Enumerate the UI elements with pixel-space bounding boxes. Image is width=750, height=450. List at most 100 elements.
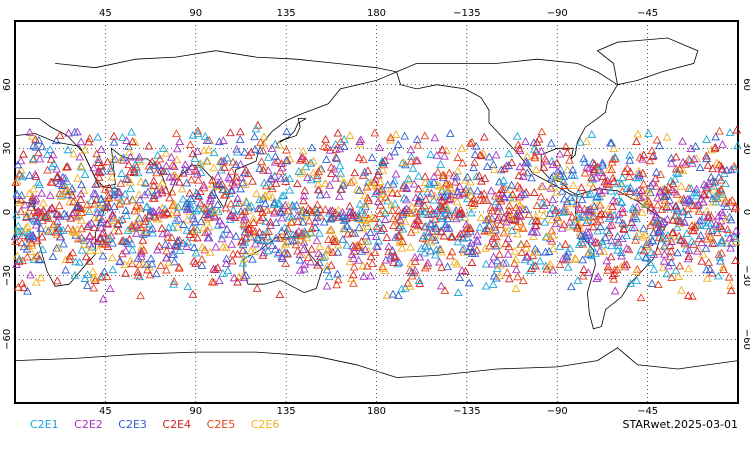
observation-marker	[400, 131, 410, 140]
observation-marker	[179, 220, 188, 228]
observation-marker	[366, 252, 376, 261]
observation-marker	[200, 203, 209, 212]
observation-marker	[320, 251, 330, 260]
observation-marker	[406, 208, 416, 217]
observation-marker	[217, 179, 227, 188]
observation-marker	[432, 150, 442, 159]
observation-marker	[127, 220, 137, 229]
observation-marker	[499, 258, 508, 267]
observation-marker	[426, 246, 435, 255]
observation-marker	[452, 172, 461, 181]
observation-marker	[582, 162, 592, 171]
observation-marker	[136, 291, 145, 300]
observation-marker	[115, 256, 125, 265]
observation-marker	[226, 128, 235, 137]
observation-marker	[442, 181, 451, 190]
observation-marker	[205, 196, 215, 205]
observation-marker	[426, 149, 436, 158]
observation-marker	[192, 166, 201, 175]
observation-marker	[710, 177, 720, 186]
observation-marker	[631, 187, 641, 196]
observation-marker	[35, 255, 45, 264]
lat-tick-label-right: 60	[741, 78, 750, 91]
observation-marker	[17, 278, 27, 287]
observation-marker	[690, 222, 700, 231]
observation-marker	[649, 264, 659, 273]
observation-marker	[266, 217, 275, 226]
observation-marker	[620, 260, 629, 269]
observation-marker	[481, 281, 491, 290]
observation-marker	[304, 216, 314, 225]
observation-marker	[414, 276, 424, 284]
observation-marker	[398, 158, 408, 167]
observation-marker	[91, 180, 101, 188]
observation-marker	[354, 255, 364, 264]
observation-marker	[541, 232, 551, 241]
observation-marker	[219, 156, 229, 165]
observation-marker	[140, 190, 150, 199]
observation-marker	[426, 188, 436, 197]
observation-marker	[708, 238, 717, 247]
observation-marker	[338, 234, 348, 243]
observation-marker	[602, 226, 612, 234]
observation-marker	[420, 201, 429, 210]
observation-marker	[529, 188, 539, 196]
observation-marker	[578, 232, 588, 241]
observation-marker	[549, 179, 558, 187]
observation-marker	[232, 172, 242, 181]
observation-marker	[326, 206, 335, 215]
observation-marker	[562, 165, 572, 174]
observation-marker	[232, 147, 242, 156]
observation-marker	[94, 154, 104, 163]
observation-marker	[338, 179, 348, 188]
observation-marker	[345, 257, 355, 266]
observation-marker	[182, 215, 192, 224]
observation-marker	[298, 217, 308, 226]
observation-marker	[387, 200, 396, 209]
observation-marker	[666, 246, 676, 255]
observation-marker	[559, 207, 569, 216]
observation-marker	[370, 213, 380, 222]
observation-marker	[648, 152, 657, 161]
observation-marker	[280, 172, 290, 181]
observation-marker	[408, 163, 418, 172]
observation-marker	[275, 290, 285, 298]
observation-marker	[368, 212, 377, 221]
observation-marker	[678, 136, 687, 145]
observation-marker	[589, 165, 599, 174]
observation-marker	[374, 217, 384, 226]
observation-marker	[162, 161, 171, 170]
observation-marker	[444, 168, 454, 177]
observation-marker	[489, 271, 499, 280]
observation-marker	[570, 171, 579, 179]
observation-marker	[89, 163, 99, 172]
observation-marker	[562, 252, 572, 261]
observation-marker	[455, 181, 464, 190]
observation-marker	[347, 249, 357, 258]
observation-marker	[600, 233, 610, 242]
observation-marker	[638, 154, 647, 163]
observation-marker	[511, 265, 521, 274]
observation-marker	[182, 242, 192, 250]
observation-marker	[117, 236, 127, 245]
observation-marker	[293, 211, 302, 219]
observation-marker	[463, 228, 472, 237]
observation-marker	[429, 178, 439, 186]
observation-marker	[656, 186, 666, 195]
observation-marker	[610, 265, 620, 274]
observation-marker	[470, 157, 479, 166]
observation-marker	[335, 144, 345, 153]
observation-marker	[121, 268, 130, 277]
observation-marker	[420, 177, 430, 186]
observation-marker	[98, 294, 108, 303]
observation-marker	[598, 158, 607, 167]
observation-marker	[270, 157, 280, 166]
observation-marker	[182, 225, 192, 234]
observation-marker	[56, 226, 66, 234]
observation-marker	[28, 230, 38, 239]
observation-marker	[361, 202, 370, 211]
observation-marker	[37, 188, 47, 197]
observation-marker	[511, 254, 521, 263]
observation-marker	[395, 238, 405, 247]
observation-marker	[539, 201, 549, 210]
